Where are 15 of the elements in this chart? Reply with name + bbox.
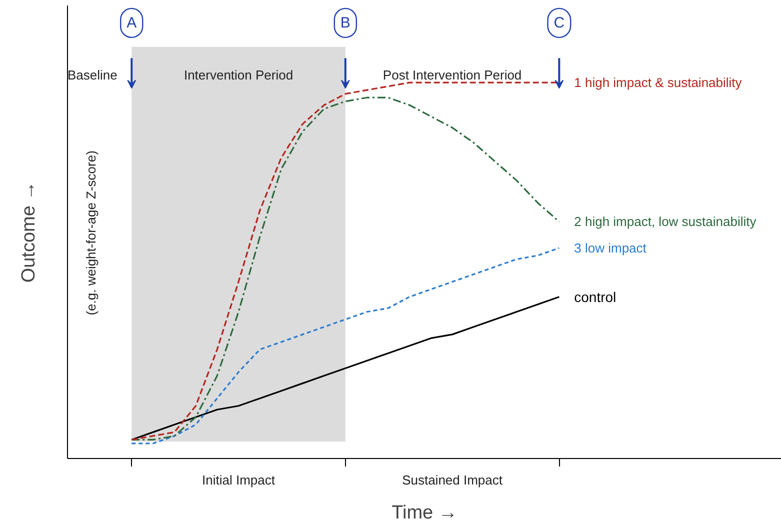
series-label: 3 low impact xyxy=(574,240,647,256)
x-axis-title: Time → xyxy=(392,502,458,524)
text: B xyxy=(340,14,350,32)
text: C xyxy=(554,14,565,32)
series-label: control xyxy=(574,288,616,305)
text: Sustained Impact xyxy=(402,472,503,488)
text: A xyxy=(126,14,137,32)
text: (e.g. weight-for-age Z-score) xyxy=(83,150,98,316)
series-label: 2 high impact, low sustainability xyxy=(574,214,757,230)
annotation: Post Intervention Period xyxy=(382,68,522,83)
annotation: Intervention Period xyxy=(184,68,294,83)
text: Initial Impact xyxy=(202,472,276,488)
text: Baseline xyxy=(68,68,118,83)
y-axis-title: Outcome → xyxy=(18,181,40,283)
series-label: 1 high impact & sustainability xyxy=(574,75,742,90)
